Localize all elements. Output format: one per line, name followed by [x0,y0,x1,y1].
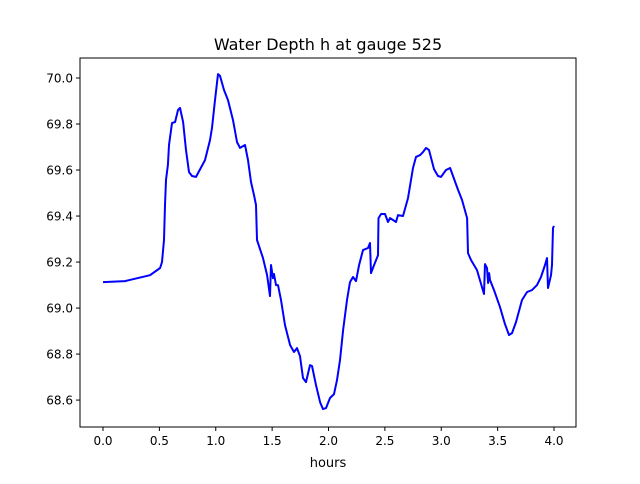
plot-area [102,73,555,411]
x-tick-label: 4.0 [544,434,563,448]
y-tick-label: 69.2 [46,256,73,270]
x-tick-label: 1.5 [263,434,282,448]
x-axis-label: hours [310,456,347,471]
y-tick-label: 68.8 [46,348,73,362]
y-tick-label: 68.6 [46,394,73,408]
y-tick-label: 69.4 [46,210,73,224]
y-tick-label: 69.0 [46,302,73,316]
x-tick-label: 3.5 [488,434,507,448]
x-tick-label: 0.5 [150,434,169,448]
y-tick-label: 70.0 [46,72,73,86]
series-line-h [102,73,555,411]
axes-frame [79,57,577,428]
x-tick-label: 1.0 [206,434,225,448]
x-tick-label: 2.5 [375,434,394,448]
chart-title: Water Depth h at gauge 525 [214,35,442,54]
axis-ticks: 0.0 0.5 1.0 1.5 2.0 2.5 3.0 3.5 4.0 68.6 68.8 69.0 6… [46,72,563,448]
x-tick-label: 2.0 [319,434,338,448]
y-tick-label: 69.8 [46,118,73,132]
x-tick-label: 3.0 [432,434,451,448]
x-tick-label: 0.0 [93,434,112,448]
y-tick-label: 69.6 [46,164,73,178]
